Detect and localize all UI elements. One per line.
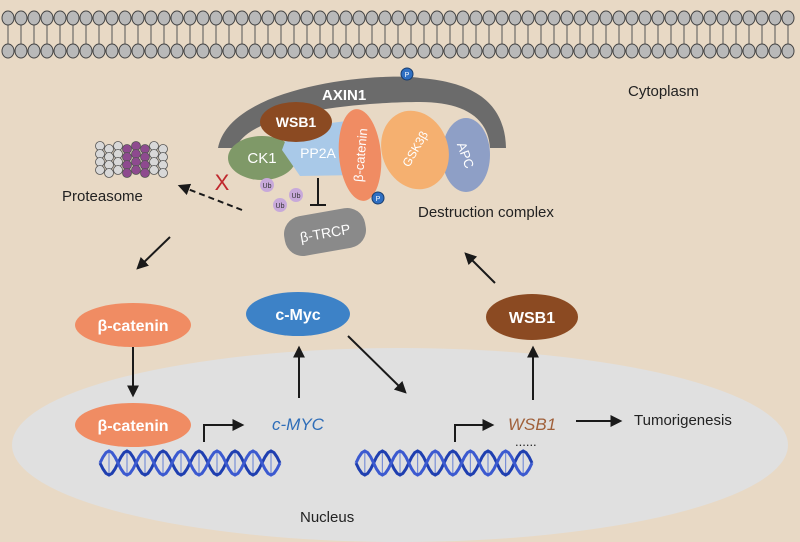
- gsk3b-node: [381, 110, 449, 190]
- ub-label: Ub: [292, 193, 301, 200]
- degradation-arrow: [177, 183, 243, 211]
- phospho-beta-catenin-label: P: [376, 196, 381, 203]
- ub-icon: [260, 178, 274, 192]
- wsb1-protein-node: [486, 294, 578, 340]
- phospho-axin-icon: [400, 67, 414, 81]
- beta-catenin-complex-label: β-catenin: [351, 128, 371, 183]
- wsb1-gene-label: WSB1: [508, 415, 556, 434]
- ub-label: Ub: [276, 203, 285, 210]
- tumorigenesis-label: Tumorigenesis: [634, 412, 732, 429]
- ub-label: Ub: [263, 183, 272, 190]
- ck1-label: CK1: [247, 150, 276, 167]
- nucleus-region: [12, 348, 788, 542]
- dna-helix-wsb1: [354, 449, 534, 477]
- beta-catenin-cytoplasm-label: β-catenin: [97, 318, 168, 335]
- apc-node: [442, 118, 490, 192]
- wsb1-protein-label: WSB1: [509, 310, 555, 327]
- ck1-node: [228, 136, 296, 180]
- destruction-complex-label: Destruction complex: [418, 204, 554, 221]
- wsb1-to-complex-arrow: [464, 252, 496, 284]
- dna-helix-cmyc: [98, 449, 282, 477]
- btrcp-node: [284, 208, 366, 256]
- proteasome-icon: [95, 141, 168, 178]
- cmyc-gene-label: c-MYC: [272, 415, 325, 434]
- block-mark: X: [215, 170, 230, 195]
- beta-catenin-nucleus-label: β-catenin: [97, 418, 168, 435]
- proteasome-to-beta-catenin-arrow: [136, 236, 171, 270]
- pp2a-label: PP2A: [300, 145, 336, 161]
- ub-icon: [289, 188, 303, 202]
- cell-membrane: [1, 10, 795, 59]
- nucleus-label: Nucleus: [300, 509, 354, 526]
- axin1-label: AXIN1: [322, 87, 366, 104]
- wsb1-promoter-arrow: [454, 419, 495, 442]
- wsb1-complex-node: [260, 102, 332, 142]
- beta-catenin-complex-node: [338, 109, 382, 201]
- axin1-scaffold: [218, 76, 506, 148]
- cmyc-promoter-arrow: [203, 419, 245, 442]
- proteasome-label: Proteasome: [62, 188, 143, 205]
- wsb1-complex-label: WSB1: [276, 114, 317, 130]
- cmyc-protein-label: c-Myc: [275, 307, 320, 324]
- ellipsis-label: ......: [515, 434, 537, 449]
- beta-catenin-cytoplasm-node: [75, 303, 191, 347]
- beta-catenin-nucleus-node: [75, 403, 191, 447]
- cmyc-protein-node: [246, 292, 350, 336]
- phospho-beta-catenin-icon: [371, 191, 385, 205]
- cytoplasm-label: Cytoplasm: [628, 83, 699, 100]
- phospho-axin-label: P: [405, 72, 410, 79]
- ub-icon: [273, 198, 287, 212]
- cmyc-to-wsb1-arrow: [347, 335, 407, 394]
